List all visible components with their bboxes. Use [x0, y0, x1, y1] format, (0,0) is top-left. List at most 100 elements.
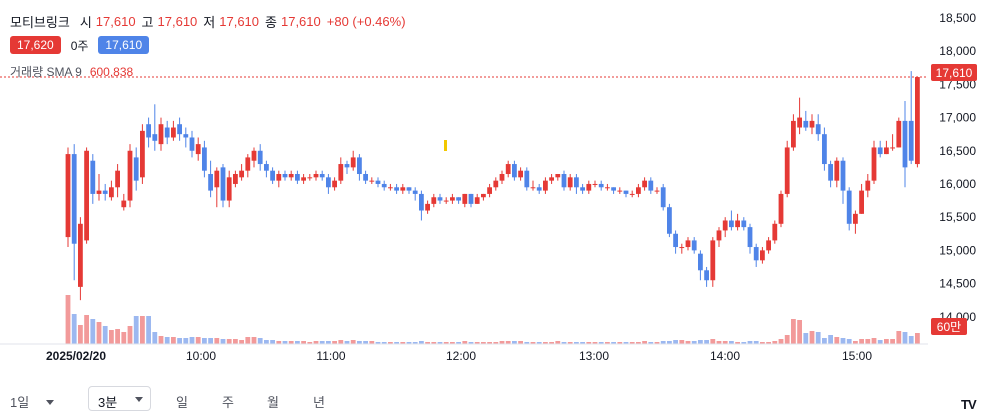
volume-bar	[425, 342, 430, 344]
candle	[127, 144, 133, 208]
bid-price-badge[interactable]: 17,610	[98, 36, 150, 54]
volume-bar	[654, 342, 660, 344]
volume-bar	[859, 339, 864, 344]
candle-body	[902, 120, 908, 168]
candle-body	[660, 187, 666, 208]
volume-bar	[195, 337, 201, 344]
period-day[interactable]: 일	[176, 395, 188, 410]
candle-body	[809, 120, 815, 128]
candle-body	[530, 187, 536, 189]
candle	[915, 76, 920, 168]
volume-bar	[505, 341, 511, 344]
candle-body	[412, 190, 418, 194]
candle-body	[115, 170, 120, 188]
candle-body	[518, 170, 523, 178]
candle-body	[264, 164, 269, 171]
volume-bar	[716, 341, 722, 344]
volume-bar	[450, 342, 455, 344]
price-chart[interactable]: 14,00014,50015,00015,50016,00016,50017,0…	[0, 0, 986, 382]
tradingview-logo-icon[interactable]: TV	[961, 397, 977, 412]
candle-body	[84, 150, 89, 241]
volume-bar	[357, 341, 362, 344]
candle	[369, 177, 375, 184]
candle	[443, 197, 449, 204]
candle-body	[704, 270, 709, 281]
candle	[598, 180, 604, 191]
volume-bar	[549, 342, 554, 344]
volume-scale-label: 60만	[937, 320, 961, 334]
candle	[468, 193, 474, 208]
candle	[133, 147, 139, 191]
period-month[interactable]: 월	[267, 395, 279, 410]
candle	[425, 200, 430, 214]
candle-body	[592, 183, 598, 185]
candle-body	[567, 177, 573, 188]
volume-bar	[840, 338, 846, 344]
candle	[846, 187, 852, 231]
candle-body	[121, 200, 127, 208]
candle	[152, 104, 158, 151]
candle-body	[722, 220, 728, 231]
candle-body	[772, 223, 778, 241]
volume-bar	[487, 342, 492, 344]
volume-bar	[115, 329, 120, 344]
candle	[226, 170, 232, 208]
candle-body	[555, 174, 561, 178]
candle-body	[679, 247, 685, 249]
change-value: +80 (+0.46%)	[326, 14, 406, 29]
interval-select[interactable]: 3분	[88, 386, 151, 411]
candle	[840, 157, 846, 204]
candle-body	[462, 193, 468, 204]
range-select[interactable]: 1일	[10, 395, 30, 410]
candle-body	[326, 177, 331, 188]
volume-bar	[251, 337, 257, 344]
candle	[245, 154, 251, 178]
period-week[interactable]: 주	[222, 395, 234, 410]
candle	[623, 190, 629, 198]
candle-body	[474, 197, 480, 204]
candle-body	[307, 177, 313, 179]
candle-body	[450, 197, 455, 201]
candle-body	[890, 147, 895, 149]
candle	[381, 180, 387, 191]
volume-bar	[332, 341, 337, 344]
candle-body	[642, 180, 647, 188]
candle	[295, 170, 300, 184]
volume-bar	[233, 339, 238, 344]
low-label: 저	[203, 15, 216, 30]
volume-bar	[96, 322, 102, 344]
volume-bar	[729, 341, 734, 344]
candle-body	[574, 177, 579, 188]
candle	[332, 177, 337, 191]
candle-body	[133, 157, 139, 181]
candle	[636, 183, 641, 198]
volume-bar	[295, 341, 300, 344]
candle	[629, 190, 635, 198]
candle	[288, 170, 294, 181]
volume-bar	[65, 295, 71, 344]
candle-body	[171, 127, 176, 138]
candle	[208, 160, 213, 198]
volume-bar	[784, 335, 790, 344]
candle	[350, 150, 356, 171]
candle-body	[208, 174, 213, 191]
candle	[574, 174, 579, 194]
period-year[interactable]: 년	[313, 395, 325, 410]
candle-body	[493, 180, 499, 188]
volume-bar	[270, 340, 275, 344]
candle-body	[313, 174, 319, 178]
volume-bar	[543, 342, 548, 344]
candle-body	[865, 180, 871, 191]
ask-price-badge[interactable]: 17,620	[10, 36, 61, 54]
range-dropdown-icon[interactable]	[46, 400, 54, 405]
order-legend: 17,620 0주 17,610	[10, 36, 159, 54]
volume-bar	[394, 342, 399, 344]
candle-body	[164, 127, 170, 138]
volume-bar	[239, 340, 244, 344]
candle	[462, 193, 468, 208]
candle-body	[481, 193, 486, 198]
volume-bar	[282, 341, 288, 344]
candle-body	[71, 154, 77, 244]
candle	[760, 247, 765, 264]
candle-body	[350, 157, 356, 168]
